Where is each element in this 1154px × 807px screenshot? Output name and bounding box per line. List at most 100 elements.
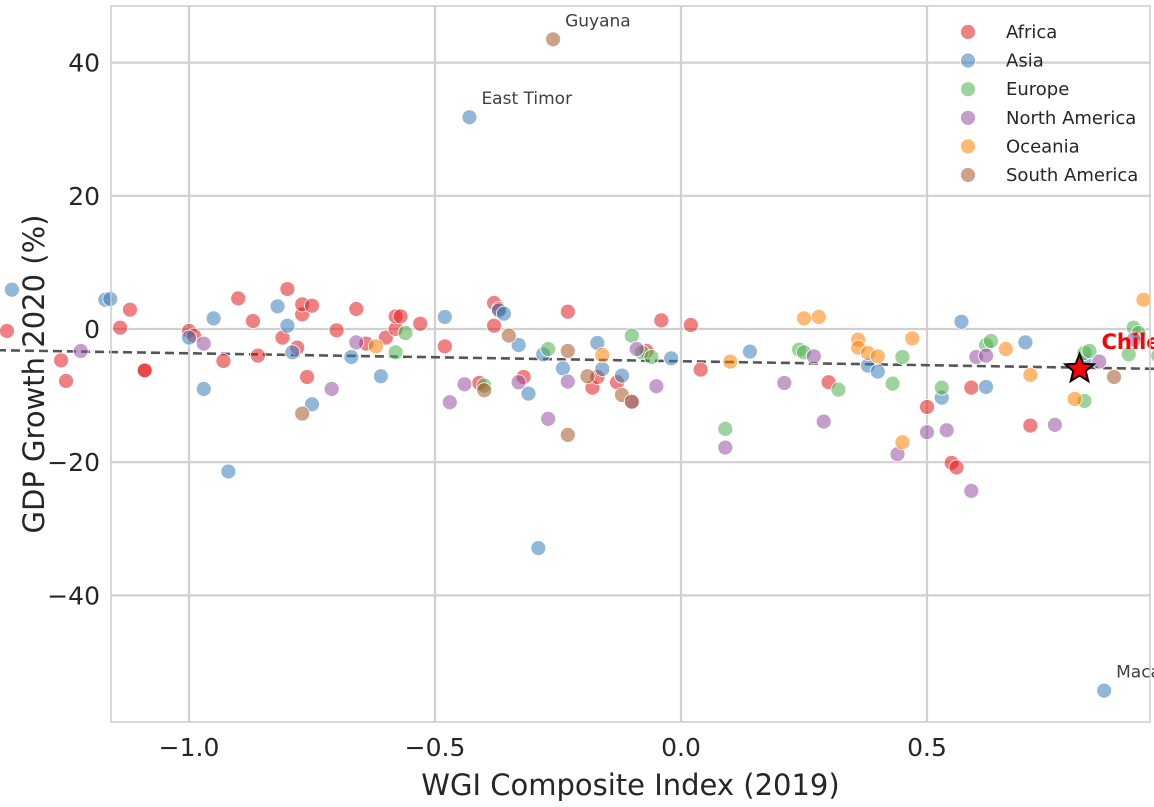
highlight-label: Chile	[1102, 330, 1154, 354]
data-point	[643, 349, 660, 365]
data-point	[269, 298, 286, 315]
data-point	[884, 375, 901, 392]
data-point	[495, 305, 512, 322]
data-point	[1022, 367, 1039, 383]
data-point	[948, 459, 965, 476]
data-point	[456, 376, 473, 393]
y-tick-label: 20	[68, 182, 100, 211]
point-annotation: East Timor	[481, 89, 572, 109]
data-point	[486, 317, 502, 334]
grid-lines	[111, 6, 1150, 722]
y-tick-label: 40	[68, 49, 100, 78]
data-point	[1120, 346, 1137, 363]
data-point	[112, 319, 129, 336]
y-axis-title: GDP Growth 2020 (%)	[17, 215, 51, 534]
data-point	[530, 540, 547, 557]
data-point	[1047, 417, 1063, 433]
data-point	[810, 309, 827, 325]
data-point	[249, 347, 266, 364]
data-point	[594, 361, 611, 377]
data-point	[894, 349, 911, 365]
data-point	[387, 344, 404, 361]
highlight-layer: Chile	[1062, 330, 1154, 384]
data-point	[500, 327, 517, 344]
data-point	[220, 463, 237, 480]
data-point	[894, 434, 911, 451]
legend-marker	[960, 24, 976, 40]
data-point	[741, 343, 758, 360]
data-point	[653, 312, 670, 329]
data-point	[628, 341, 645, 357]
data-point	[869, 348, 886, 365]
data-point	[1066, 391, 1083, 407]
data-point	[869, 363, 886, 380]
data-point	[205, 310, 222, 327]
x-tick-label: 0.0	[661, 733, 701, 762]
data-point	[436, 309, 453, 325]
data-point	[279, 317, 296, 334]
data-point	[717, 420, 734, 437]
y-tick-label: −20	[47, 448, 100, 477]
data-point	[963, 482, 980, 499]
data-point	[122, 301, 138, 318]
data-point	[983, 333, 999, 349]
point-annotation: Guyana	[565, 11, 631, 31]
point-annotation: Macao	[1116, 663, 1154, 683]
data-point	[1096, 682, 1113, 699]
data-point	[1091, 353, 1108, 370]
data-point	[195, 381, 212, 397]
data-point	[978, 379, 994, 395]
data-point	[520, 385, 537, 402]
y-tick-label: −40	[47, 581, 100, 610]
data-point	[348, 301, 365, 317]
data-point	[412, 315, 429, 332]
data-point	[796, 310, 812, 327]
data-point	[919, 399, 935, 415]
plot-frame	[110, 5, 1151, 723]
data-point	[136, 362, 153, 379]
legend-marker	[960, 81, 976, 98]
data-point	[717, 439, 734, 456]
legend-label: Asia	[1006, 51, 1044, 72]
data-point	[938, 422, 955, 439]
data-point	[623, 393, 640, 410]
data-point	[933, 379, 950, 396]
data-point	[397, 325, 414, 341]
data-point	[215, 353, 232, 369]
data-point	[72, 343, 89, 359]
data-point	[368, 338, 384, 355]
data-point	[805, 348, 822, 365]
data-point	[284, 344, 301, 361]
data-point	[997, 341, 1014, 357]
data-point	[279, 281, 296, 297]
data-point	[461, 109, 478, 126]
data-point	[1022, 417, 1039, 434]
data-point	[476, 382, 493, 399]
legend-marker	[960, 167, 976, 183]
data-point	[953, 313, 970, 330]
data-point	[1135, 291, 1152, 308]
data-point	[692, 361, 709, 378]
data-point	[304, 396, 320, 413]
data-point	[1081, 343, 1098, 359]
data-point	[559, 303, 576, 320]
legend-label: Africa	[1006, 22, 1057, 43]
x-tick-label: −1.0	[159, 733, 220, 762]
data-point	[540, 411, 557, 427]
data-point	[815, 413, 832, 430]
data-point	[181, 329, 197, 346]
data-point	[441, 394, 458, 411]
data-point	[722, 353, 739, 370]
data-point	[436, 338, 453, 355]
data-point	[53, 352, 69, 369]
data-point	[348, 334, 365, 351]
data-point	[830, 381, 847, 398]
data-point	[392, 308, 409, 325]
data-point	[555, 360, 571, 377]
data-point	[0, 323, 15, 339]
data-point	[614, 367, 630, 384]
data-point	[58, 373, 74, 389]
data-point	[1106, 369, 1122, 385]
annotations: Guyana East Timor Macao	[481, 11, 1154, 682]
data-point	[510, 337, 527, 353]
